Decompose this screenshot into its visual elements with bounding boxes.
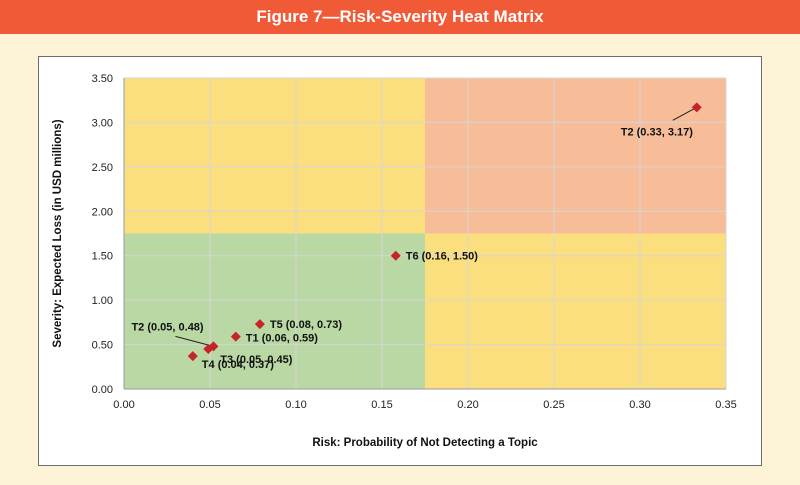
- axes: [123, 78, 726, 390]
- leader-lines: [175, 106, 697, 347]
- point-label-t4: T4 (0.04, 0.37): [202, 359, 274, 371]
- x-tick-label: 0.35: [715, 399, 736, 411]
- point-t4: [187, 351, 198, 362]
- point-label-t3: T3 (0.05, 0.45): [220, 354, 292, 366]
- leader-line-t2-low: [175, 335, 214, 347]
- zone-medium: [124, 78, 425, 234]
- x-tick-label: 0.10: [285, 399, 306, 411]
- x-axis-title: Risk: Probability of Not Detecting a Top…: [312, 437, 538, 449]
- x-tick-label: 0.25: [543, 399, 564, 411]
- scatter-chart: 0.00 0.05 0.10 0.15 0.20 0.25 0.30 0.35 0.00 0.50…: [52, 73, 737, 449]
- y-tick-label: 3.00: [92, 117, 113, 129]
- zone-high: [425, 78, 726, 234]
- x-tick-label: 0.00: [113, 399, 134, 411]
- figure-title-banner: Figure 7—Risk-Severity Heat Matrix: [0, 0, 800, 34]
- leader-line-t2-high: [672, 106, 697, 121]
- zone-medium: [425, 233, 726, 389]
- point-label-t1: T1 (0.06, 0.59): [246, 333, 318, 345]
- point-t6: [390, 250, 401, 261]
- point-t2-high: [691, 102, 702, 113]
- point-t5: [254, 319, 265, 330]
- point-label-t2-low: T2 (0.05, 0.48): [131, 321, 203, 333]
- point-label-t5: T5 (0.08, 0.73): [270, 319, 342, 331]
- y-tick-label: 1.00: [92, 295, 113, 307]
- x-tick-label: 0.20: [457, 399, 478, 411]
- risk-zones: [124, 78, 726, 389]
- figure-title: Figure 7—Risk-Severity Heat Matrix: [256, 7, 544, 26]
- point-labels: T1 (0.06, 0.59) T2 (0.05, 0.48) T3 (0.05, …: [131, 126, 693, 371]
- y-tick-label: 1.50: [92, 251, 113, 263]
- chart-panel: 0.00 0.05 0.10 0.15 0.20 0.25 0.30 0.35 0.00 0.50…: [38, 56, 762, 466]
- point-label-t6: T6 (0.16, 1.50): [406, 251, 478, 263]
- point-t3: [203, 344, 214, 355]
- y-tick-label: 2.00: [92, 206, 113, 218]
- y-axis-title: Severity: Expected Loss (in USD millions…: [52, 119, 64, 347]
- point-t1: [230, 331, 241, 342]
- y-tick-label: 3.50: [92, 73, 113, 85]
- x-tick-label: 0.30: [629, 399, 650, 411]
- y-tick-label: 0.00: [92, 384, 113, 396]
- zone-low: [124, 233, 425, 389]
- data-points: [187, 102, 702, 362]
- y-tick-label: 0.50: [92, 340, 113, 352]
- x-tick-label: 0.15: [371, 399, 392, 411]
- point-label-t2-high: T2 (0.33, 3.17): [621, 126, 693, 138]
- y-tick-label: 2.50: [92, 162, 113, 174]
- tick-labels: 0.00 0.05 0.10 0.15 0.20 0.25 0.30 0.35 0.00 0.50…: [92, 73, 737, 411]
- x-tick-label: 0.05: [199, 399, 220, 411]
